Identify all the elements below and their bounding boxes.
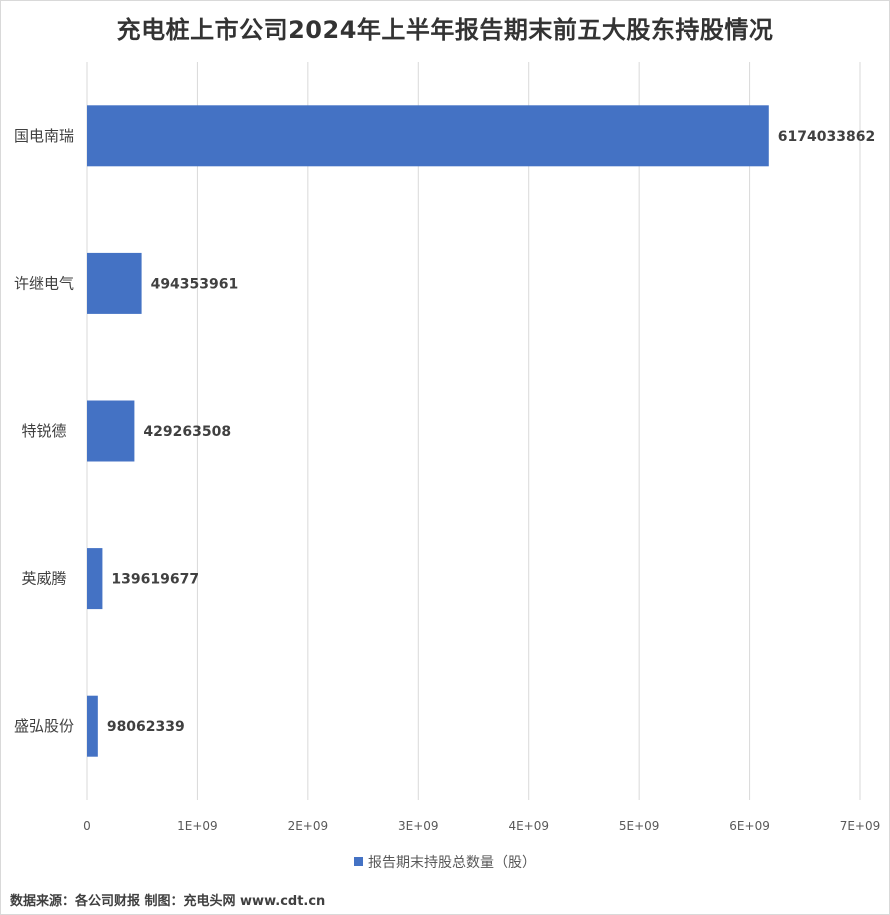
bar — [87, 252, 142, 314]
data-label: 494353961 — [151, 276, 239, 292]
data-label: 139619677 — [111, 572, 199, 588]
bar — [87, 695, 98, 757]
bar — [87, 105, 769, 167]
legend-swatch — [354, 857, 363, 866]
x-tick-label: 1E+09 — [177, 819, 218, 833]
x-tick-label: 4E+09 — [508, 819, 549, 833]
data-label: 6174033862 — [778, 129, 875, 145]
x-tick-label: 2E+09 — [288, 819, 329, 833]
x-tick-label: 7E+09 — [840, 819, 881, 833]
x-tick-label: 0 — [83, 819, 91, 833]
category-label: 英威腾 — [21, 570, 66, 588]
bar — [87, 400, 135, 462]
category-label: 特锐德 — [21, 422, 66, 440]
x-tick-label: 6E+09 — [729, 819, 770, 833]
data-label: 429263508 — [143, 424, 231, 440]
chart-title: 充电桩上市公司2024年上半年报告期末前五大股东持股情况 — [116, 16, 774, 44]
x-tick-label: 5E+09 — [619, 819, 660, 833]
data-label: 98062339 — [107, 719, 185, 735]
source-note: 数据来源：各公司财报 制图：充电头网 www.cdt.cn — [10, 894, 326, 909]
x-tick-label: 3E+09 — [398, 819, 439, 833]
category-label: 许继电气 — [14, 274, 74, 292]
chart-legend: 报告期末持股总数量（股） — [0, 852, 890, 872]
category-label: 盛弘股份 — [14, 717, 74, 735]
bar — [87, 548, 103, 610]
category-label: 国电南瑞 — [14, 127, 74, 145]
legend-label: 报告期末持股总数量（股） — [368, 855, 536, 871]
